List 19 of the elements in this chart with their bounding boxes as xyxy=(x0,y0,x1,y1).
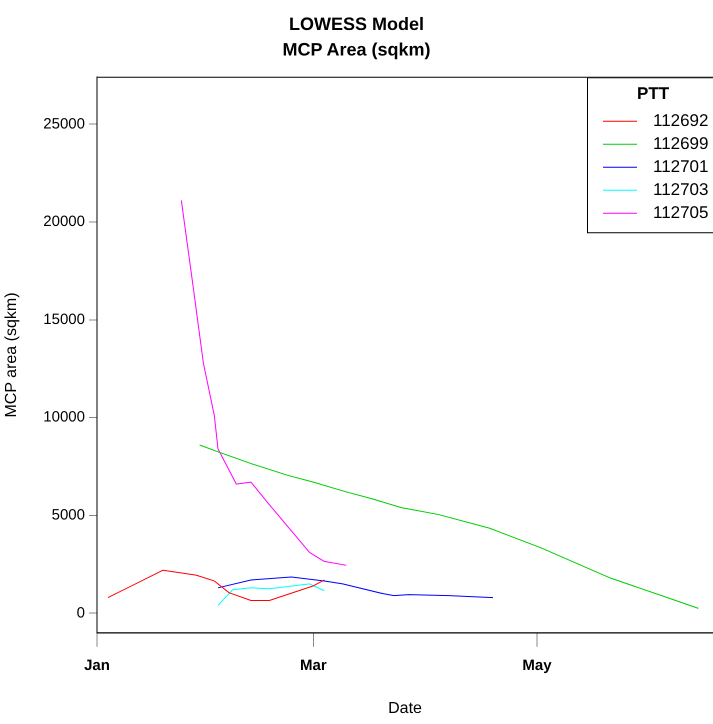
x-axis-title: Date xyxy=(388,700,422,717)
x-tick-label: Mar xyxy=(300,656,327,674)
y-tick-label: 20000 xyxy=(43,213,85,230)
x-tick-label: May xyxy=(522,656,552,674)
chart-title: LOWESS Model xyxy=(289,14,424,34)
legend-label: 112699 xyxy=(653,134,708,153)
y-tick-label: 5000 xyxy=(52,506,85,524)
legend-label: 112701 xyxy=(653,156,708,176)
y-tick-label: 25000 xyxy=(43,115,85,132)
chart-subtitle: MCP Area (sqkm) xyxy=(282,39,431,60)
legend-label: 112705 xyxy=(653,202,708,222)
legend-label: 112692 xyxy=(653,110,708,130)
x-tick-label: Jan xyxy=(84,656,110,674)
y-tick-label: 0 xyxy=(76,604,85,622)
y-axis-title: MCP area (sqkm) xyxy=(3,292,20,418)
legend-label: 112703 xyxy=(653,180,708,199)
legend-title: PTT xyxy=(637,84,670,103)
y-tick-label: 10000 xyxy=(43,408,85,426)
y-tick-label: 15000 xyxy=(43,310,85,328)
